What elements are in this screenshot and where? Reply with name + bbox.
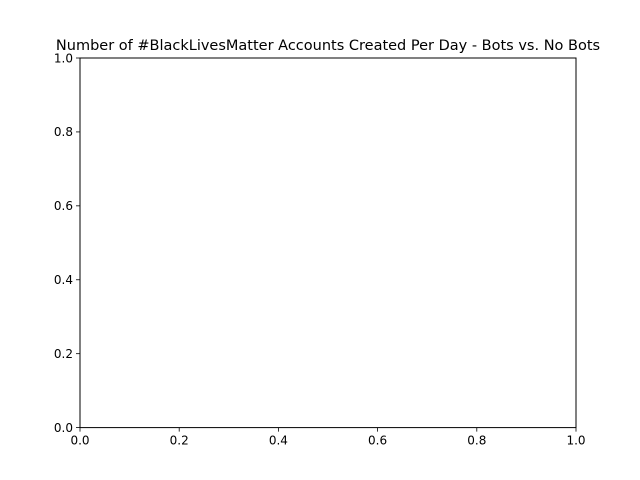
y-tick-label: 0.6 — [54, 199, 73, 213]
y-tick-label: 0.8 — [54, 125, 73, 139]
plot-area-frame — [79, 57, 577, 429]
x-tick-label: 0.4 — [269, 434, 288, 448]
x-tick-label: 0.0 — [70, 434, 89, 448]
y-tick-label: 1.0 — [54, 51, 73, 65]
x-tick-label: 0.2 — [170, 434, 189, 448]
chart-title: Number of #BlackLivesMatter Accounts Cre… — [56, 38, 600, 54]
y-tick-label: 0.4 — [54, 273, 73, 287]
y-axis: 0.0 0.2 0.4 0.6 0.8 1.0 — [54, 51, 80, 435]
x-tick-label: 0.6 — [368, 434, 387, 448]
x-tick-label: 1.0 — [566, 434, 585, 448]
y-tick-label: 0.0 — [54, 421, 73, 435]
x-axis: 0.0 0.2 0.4 0.6 0.8 1.0 — [70, 427, 586, 448]
x-tick-label: 0.8 — [467, 434, 486, 448]
y-tick-label: 0.2 — [54, 347, 73, 361]
